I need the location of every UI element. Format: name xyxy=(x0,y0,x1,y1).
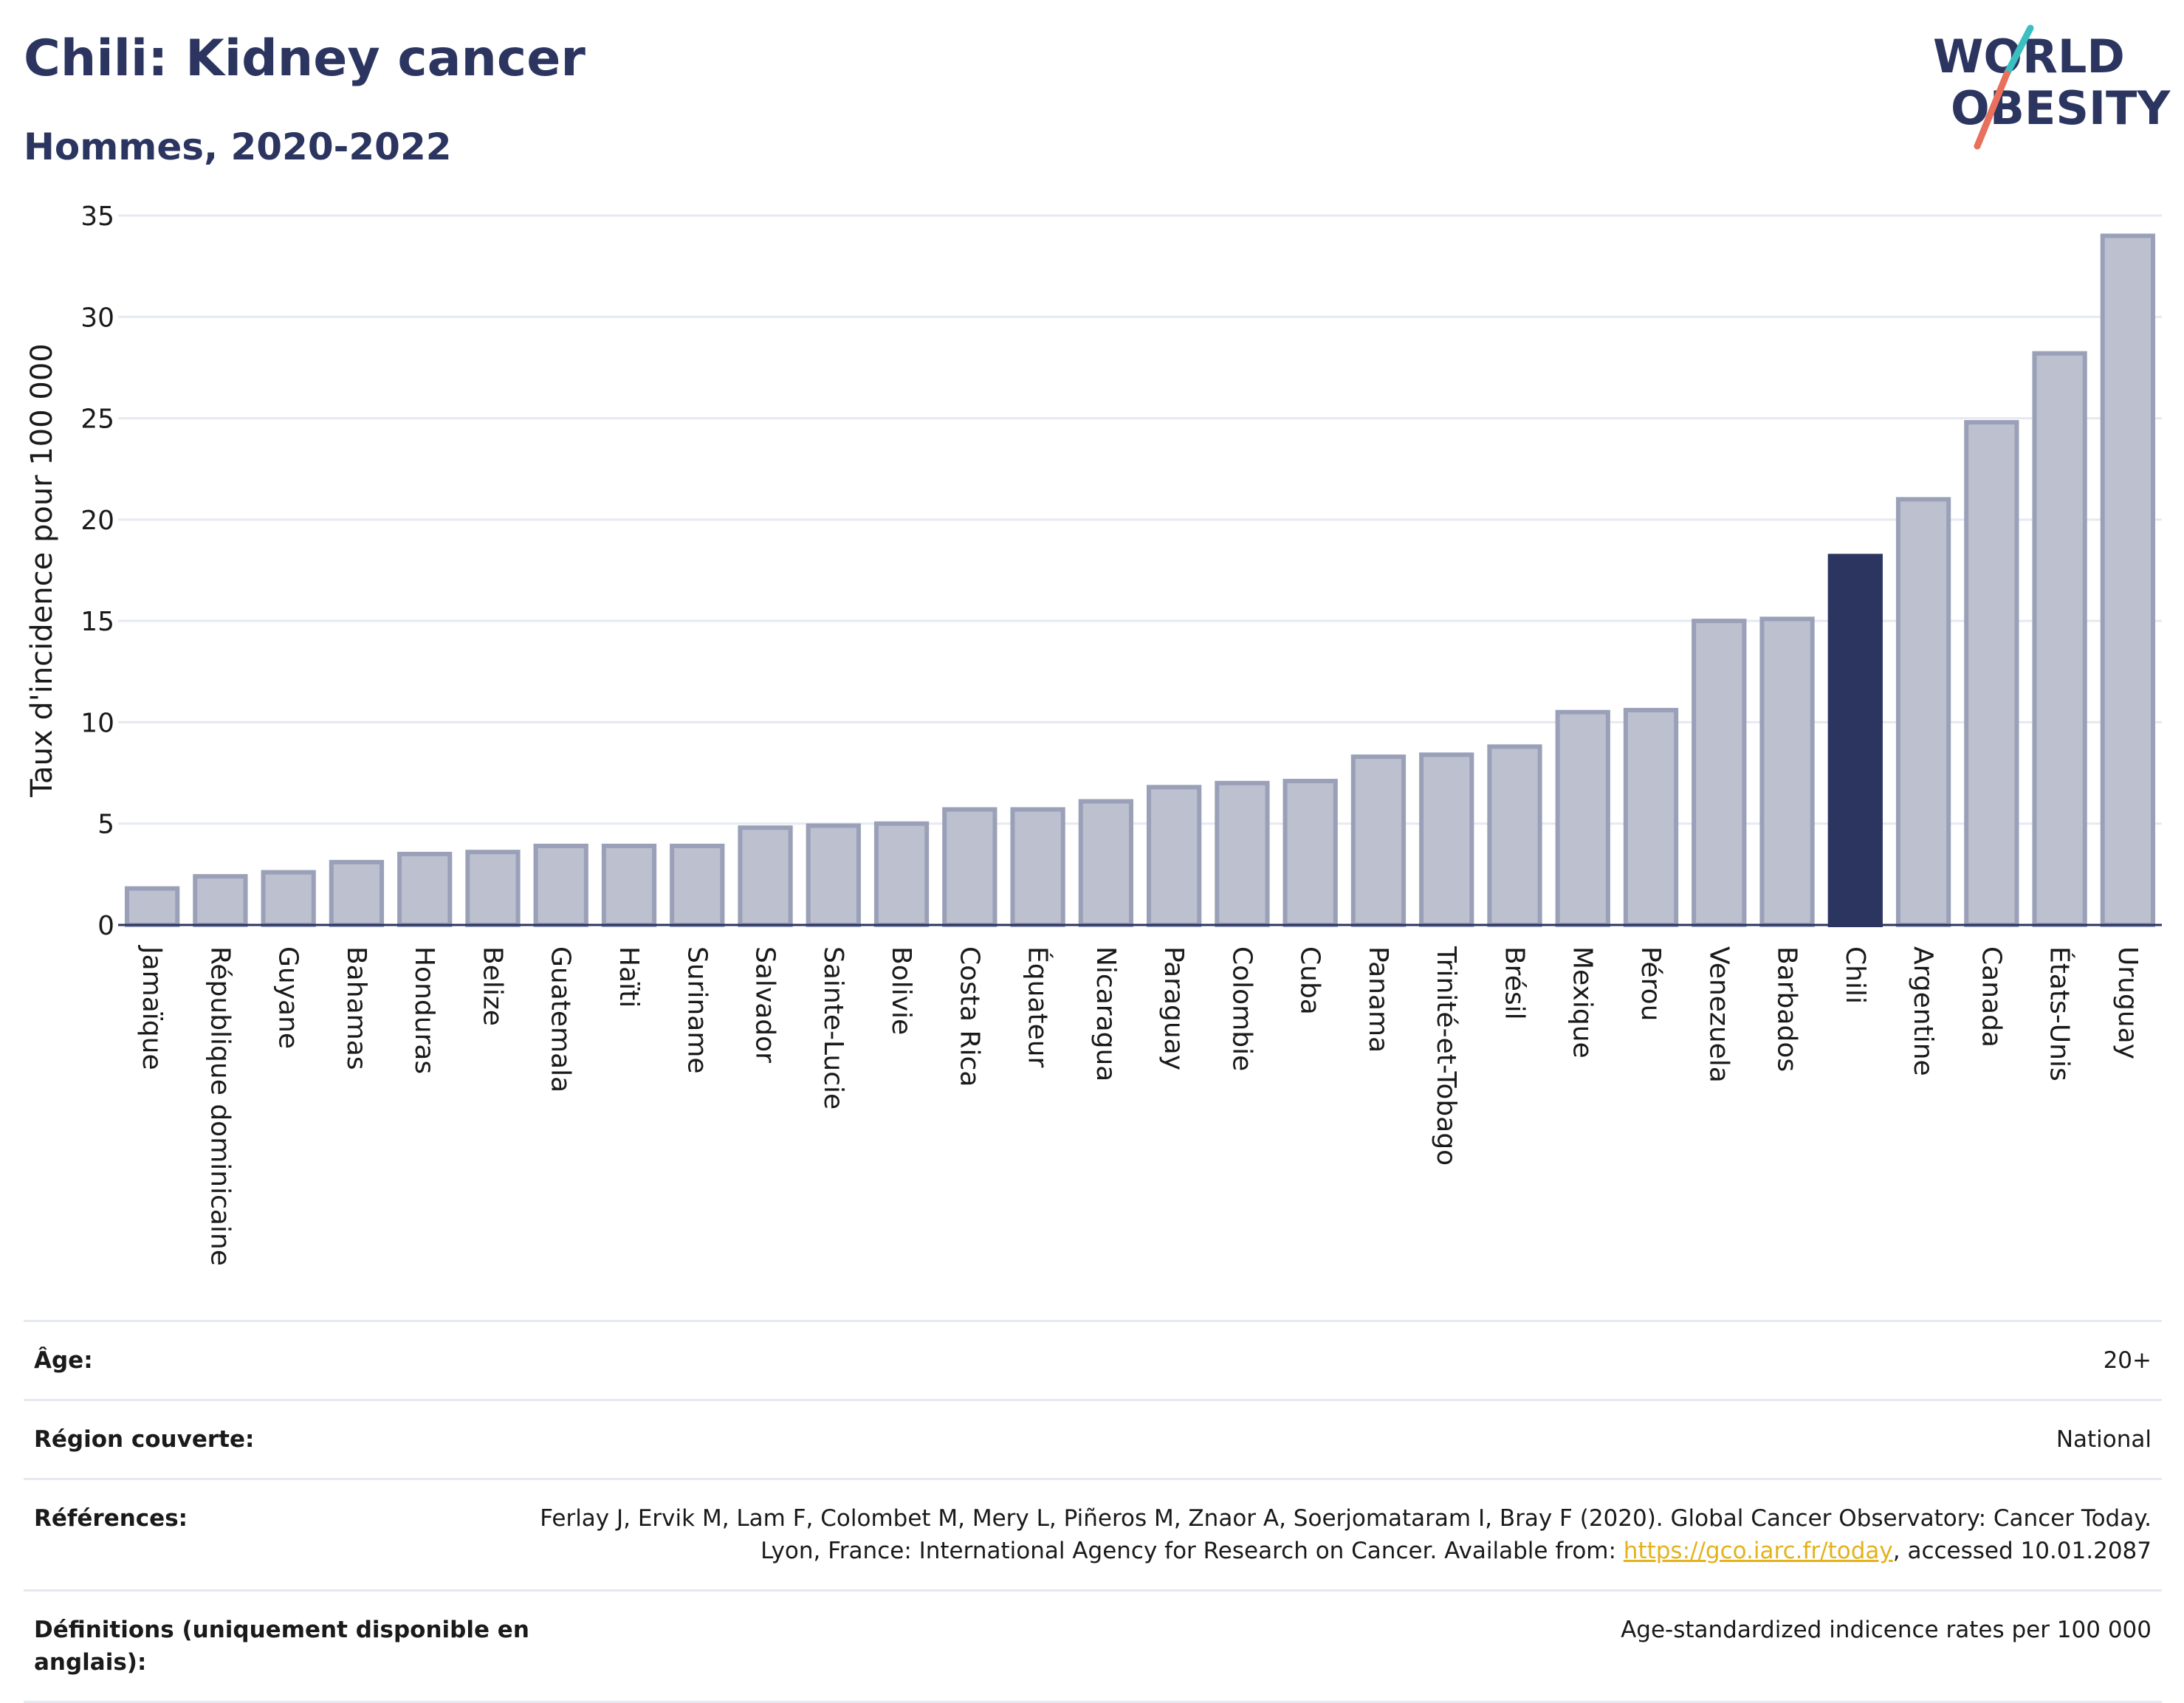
x-tick-label: Sainte-Lucie xyxy=(818,946,848,1109)
x-tick-label: Pérou xyxy=(1635,946,1666,1021)
references-value: Ferlay J, Ervik M, Lam F, Colombet M, Me… xyxy=(536,1502,2152,1567)
bar-honduras xyxy=(397,851,453,928)
x-tick-label: Belize xyxy=(477,946,507,1026)
definitions-label: Définitions (uniquement disponible en an… xyxy=(34,1617,529,1676)
bar-mexique xyxy=(1555,709,1610,927)
x-tick-label: Argentine xyxy=(1908,946,1938,1076)
definitions-row: Définitions (uniquement disponible en an… xyxy=(24,1589,2162,1703)
y-tick-label: 10 xyxy=(80,708,114,738)
world-obesity-logo: WORLD OBESITY xyxy=(1933,24,2171,150)
y-tick-label: 0 xyxy=(97,911,114,941)
y-tick-label: 5 xyxy=(97,810,114,840)
bar-uruguay xyxy=(2100,233,2156,927)
age-label: Âge: xyxy=(34,1347,93,1374)
x-tick-label: Guyane xyxy=(273,946,303,1049)
bar-cuba xyxy=(1282,779,1338,928)
x-tick-label: Mexique xyxy=(1567,946,1598,1059)
bar-venezuela xyxy=(1692,619,1747,928)
y-tick-label: 30 xyxy=(80,303,114,333)
y-tick-label: 25 xyxy=(80,405,114,435)
age-row: Âge: 20+ xyxy=(24,1320,2162,1399)
bar-bolivie xyxy=(873,821,930,927)
bars xyxy=(124,233,2156,928)
references-row: Références: Ferlay J, Ervik M, Lam F, Co… xyxy=(24,1478,2162,1589)
region-value: National xyxy=(2056,1426,2152,1453)
x-tick-label: Brésil xyxy=(1499,946,1529,1020)
bar-chili xyxy=(1827,554,1883,928)
references-link[interactable]: https://gco.iarc.fr/today xyxy=(1623,1538,1893,1564)
x-tick-label: Honduras xyxy=(409,946,439,1074)
logo-line1: WORLD xyxy=(1933,30,2125,83)
region-label: Région couverte: xyxy=(34,1426,255,1453)
bar-jamaïque xyxy=(124,886,180,928)
x-tick-label: Chili xyxy=(1840,946,1870,1004)
x-tick-label: Cuba xyxy=(1295,946,1325,1015)
bar-paraguay xyxy=(1146,785,1202,927)
bar-guatemala xyxy=(533,843,588,927)
chart-subtitle: Hommes, 2020-2022 xyxy=(24,125,452,168)
bar-panama xyxy=(1350,754,1407,927)
x-tick-label: République dominicaine xyxy=(205,946,235,1266)
bar-pérou xyxy=(1623,707,1679,927)
bar-costa-rica xyxy=(942,807,997,927)
x-tick-label: Guatemala xyxy=(546,946,576,1093)
x-tick-label: Bolivie xyxy=(886,946,916,1035)
x-tick-label: Trinité-et-Tobago xyxy=(1431,946,1461,1166)
bar-états-unis xyxy=(2032,351,2087,927)
x-tick-label: Équateur xyxy=(1023,946,1054,1068)
x-tick-label: Bahamas xyxy=(341,946,371,1070)
bar-brésil xyxy=(1487,744,1542,927)
bar-barbados xyxy=(1759,616,1815,927)
bar-argentine xyxy=(1895,497,1951,927)
bar-sainte-lucie xyxy=(806,823,861,927)
x-tick-label: Canada xyxy=(1976,946,2006,1047)
bar-nicaragua xyxy=(1078,799,1134,928)
x-tick-label: Nicaragua xyxy=(1091,946,1121,1081)
bar-guyane xyxy=(261,870,316,928)
y-axis-ticks: 0 5 10 15 20 25 30 35 xyxy=(80,202,114,941)
chart-title: Chili: Kidney cancer xyxy=(24,30,586,88)
x-tick-label: Barbados xyxy=(1772,946,1802,1072)
definitions-value: Age-standardized indicence rates per 100… xyxy=(1621,1617,2152,1643)
bar-belize xyxy=(465,850,521,928)
age-value: 20+ xyxy=(2103,1347,2152,1374)
y-tick-label: 20 xyxy=(80,506,114,536)
x-tick-label: Panama xyxy=(1363,946,1393,1053)
bar-colombie xyxy=(1215,780,1270,928)
bar-bahamas xyxy=(329,859,385,927)
x-tick-label: Paraguay xyxy=(1158,946,1189,1070)
x-tick-label: Haïti xyxy=(614,946,644,1008)
bar-canada xyxy=(1964,420,2019,927)
x-tick-label: États-Unis xyxy=(2044,946,2075,1081)
x-axis-labels: Jamaïque République dominicaine Guyane Baha… xyxy=(137,945,2143,1266)
bar-suriname xyxy=(670,843,725,927)
y-tick-label: 15 xyxy=(80,607,114,637)
logo-slash-coral xyxy=(1974,70,2010,150)
references-text: Ferlay J, Ervik M, Lam F, Colombet M, Me… xyxy=(540,1505,2152,1564)
x-tick-label: Salvador xyxy=(750,946,780,1063)
references-label: Références: xyxy=(34,1505,188,1532)
x-tick-label: Suriname xyxy=(681,946,712,1074)
region-row: Région couverte: National xyxy=(24,1399,2162,1478)
x-tick-label: Costa Rica xyxy=(954,946,984,1087)
bar-salvador xyxy=(738,825,793,927)
logo-slash-teal xyxy=(2003,24,2034,78)
bar-équateur xyxy=(1010,807,1065,927)
bar-haïti xyxy=(601,843,657,927)
y-axis-label: Taux d'incidence pour 100 000 xyxy=(25,343,59,797)
x-tick-label: Colombie xyxy=(1226,946,1257,1071)
x-tick-label: Jamaïque xyxy=(137,945,167,1070)
bar-république-dominicaine xyxy=(193,874,248,928)
x-tick-label: Uruguay xyxy=(2112,946,2143,1059)
metadata-table: Âge: 20+ Région couverte: National Référ… xyxy=(24,1320,2162,1703)
bar-chart: 0 5 10 15 20 25 30 35 Jamaïque République domini… xyxy=(25,202,2162,1266)
bar-trinité-et-tobago xyxy=(1419,752,1474,927)
y-tick-label: 35 xyxy=(80,202,114,232)
x-tick-label: Venezuela xyxy=(1703,946,1734,1083)
references-accessed: , accessed 10.01.2087 xyxy=(1892,1538,2152,1564)
